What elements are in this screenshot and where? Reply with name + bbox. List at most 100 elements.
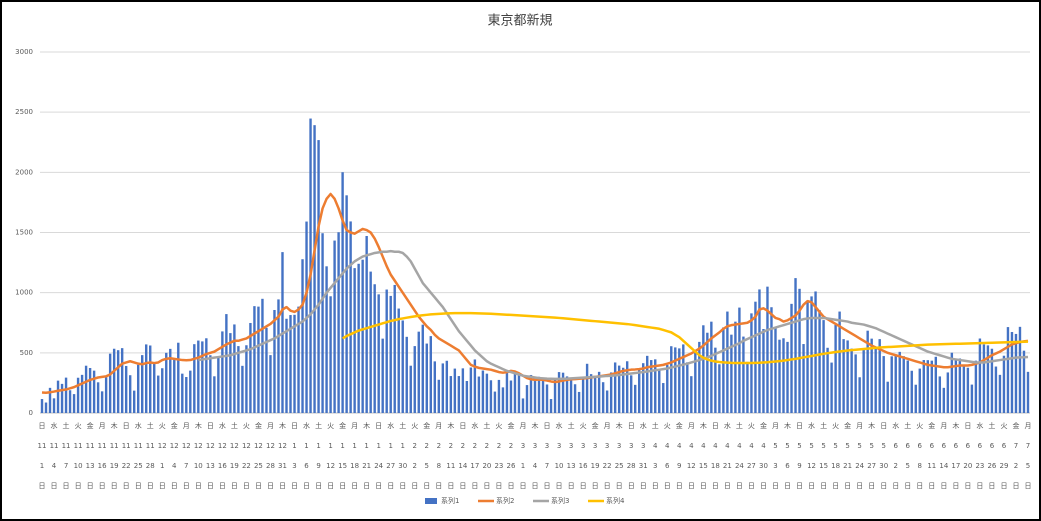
bar	[597, 371, 601, 413]
x-tick-label: 土	[736, 421, 743, 430]
x-tick-label: 22	[122, 462, 131, 470]
bar	[329, 296, 332, 413]
bar	[910, 370, 913, 413]
bar	[886, 381, 889, 413]
x-tick-label: 日	[952, 482, 959, 490]
bar	[1018, 326, 1022, 413]
bar	[565, 376, 569, 413]
x-tick-label: 日	[339, 482, 346, 490]
bar	[501, 387, 505, 413]
x-tick-label: 31	[639, 462, 648, 470]
bar	[770, 307, 773, 413]
x-tick-label: 月	[351, 422, 358, 430]
x-tick-label: 3	[605, 442, 609, 450]
bar	[136, 364, 140, 413]
bar	[197, 340, 200, 413]
bar	[321, 233, 324, 413]
bar	[746, 361, 749, 413]
bar	[662, 383, 665, 413]
x-tick-label: 日	[808, 482, 815, 490]
x-tick-label: 日	[832, 482, 839, 490]
bar	[505, 372, 509, 413]
x-tick-label: 日	[195, 482, 202, 490]
x-tick-label: 25	[254, 462, 263, 470]
x-tick-label: 17	[951, 462, 960, 470]
x-tick-label: 6	[978, 442, 983, 450]
x-tick-label: 日	[652, 482, 659, 490]
x-tick-label: 火	[748, 422, 755, 430]
bar	[798, 288, 801, 413]
bar	[401, 320, 404, 413]
x-tick-label: 1	[388, 442, 392, 450]
x-tick-label: 日	[327, 482, 334, 490]
x-tick-label: 日	[964, 422, 971, 430]
x-tick-label: 1	[316, 442, 320, 450]
y-tick-label: 3000	[15, 48, 33, 56]
bar	[465, 380, 469, 413]
bar	[1026, 371, 1030, 413]
bar	[557, 372, 561, 413]
bar	[189, 370, 192, 413]
x-tick-label: 1	[328, 442, 332, 450]
x-tick-label: 2	[413, 442, 417, 450]
bar	[289, 315, 292, 413]
x-tick-label: 27	[386, 462, 395, 470]
bar	[161, 368, 164, 413]
bar	[782, 338, 785, 413]
x-tick-label: 金	[507, 421, 514, 430]
bar	[149, 345, 152, 413]
bar	[285, 318, 288, 413]
x-tick-label: 17	[470, 462, 479, 470]
legend-label: 系列2	[496, 496, 514, 505]
x-tick-label: 火	[832, 422, 839, 430]
bar	[581, 376, 585, 413]
bar	[978, 338, 982, 413]
x-tick-label: 月	[1024, 422, 1031, 430]
x-tick-label: 20	[482, 462, 491, 470]
bar	[165, 352, 168, 413]
x-tick-label: 日	[243, 482, 250, 490]
x-tick-label: 1	[160, 462, 164, 470]
x-tick-label: 27	[747, 462, 756, 470]
bar	[257, 306, 260, 413]
x-tick-label: 日	[592, 482, 599, 490]
bar	[786, 341, 789, 413]
bar	[866, 330, 869, 413]
x-tick-label: 水	[976, 421, 983, 430]
x-tick-label: 日	[171, 482, 178, 490]
bar	[738, 307, 741, 413]
bar	[794, 278, 797, 413]
bar	[605, 390, 609, 413]
chart-title: 東京都新規	[487, 13, 552, 29]
x-tick-label: 11	[134, 442, 143, 450]
bar	[850, 348, 853, 413]
x-tick-label: 3	[773, 462, 777, 470]
bar	[818, 310, 821, 413]
x-tick-label: 金	[255, 421, 262, 430]
x-tick-label: 日	[748, 482, 755, 490]
x-tick-label: 10	[555, 462, 564, 470]
bar	[128, 375, 132, 413]
bar	[854, 354, 857, 413]
bar	[104, 377, 108, 413]
bar	[325, 266, 328, 413]
x-tick-label: 2	[1014, 462, 1018, 470]
bar	[654, 359, 657, 413]
x-tick-label: 12	[218, 442, 227, 450]
bar	[145, 344, 148, 413]
x-tick-label: 3	[557, 442, 561, 450]
bar	[690, 376, 693, 413]
bar	[273, 309, 276, 413]
x-tick-label: 13	[206, 462, 215, 470]
bar	[309, 118, 312, 413]
x-tick-label: 日	[147, 482, 154, 490]
bar	[477, 376, 481, 413]
bar	[617, 365, 621, 413]
bar	[902, 356, 905, 413]
x-tick-label: 日	[880, 422, 887, 430]
legend-label: 系列1	[441, 496, 459, 505]
x-tick-label: 5	[821, 442, 825, 450]
x-tick-label: 4	[172, 462, 177, 470]
